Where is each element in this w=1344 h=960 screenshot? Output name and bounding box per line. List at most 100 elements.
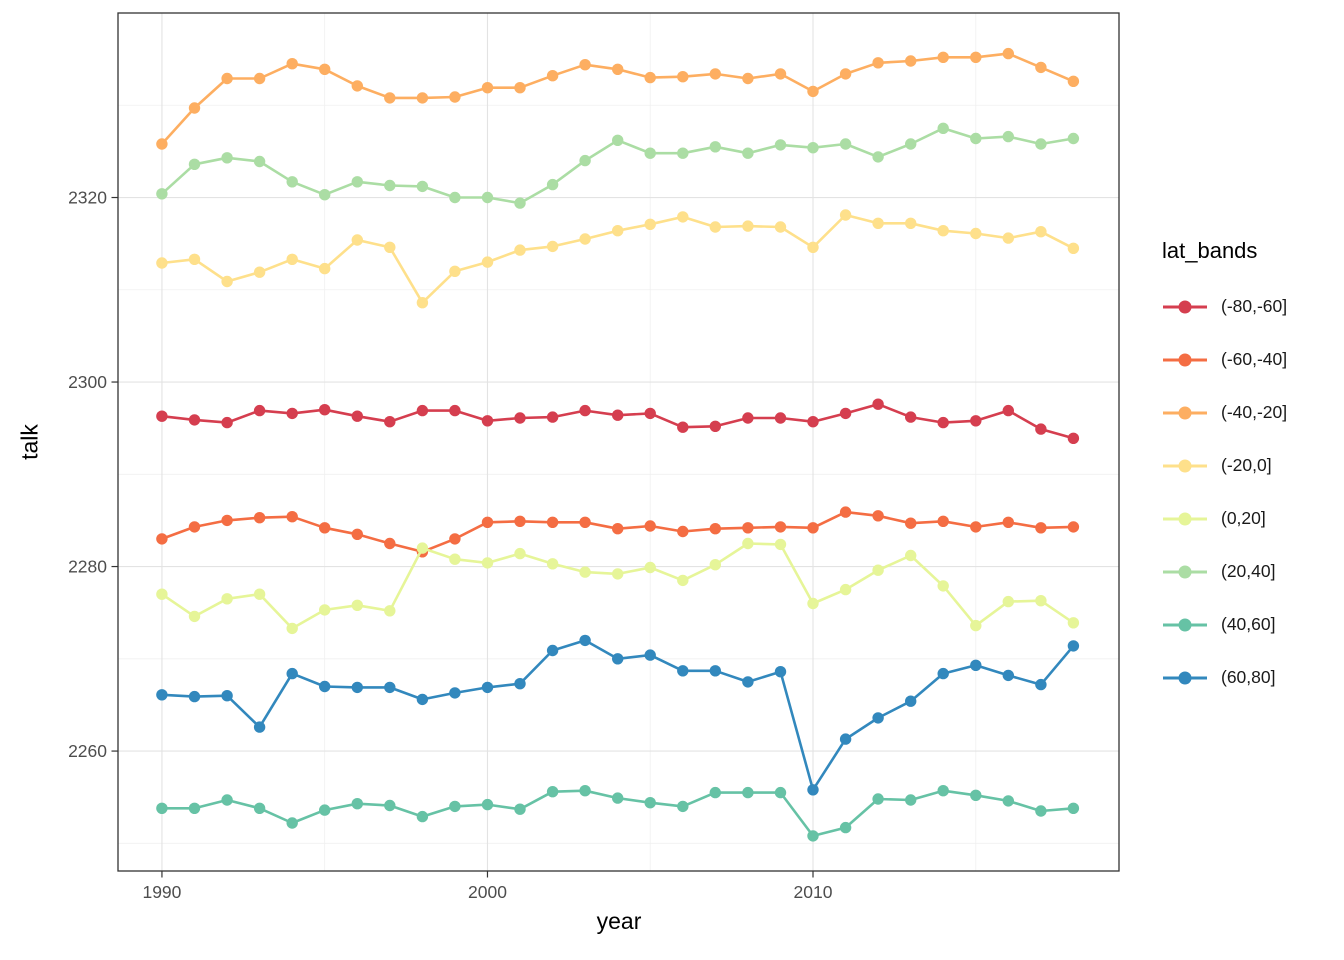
data-point [1035, 678, 1047, 691]
data-point [449, 265, 461, 277]
data-point [221, 72, 233, 85]
legend-key-dot [1178, 353, 1192, 366]
data-point [514, 803, 526, 815]
data-point [514, 197, 526, 209]
data-point [579, 785, 591, 797]
data-point [221, 416, 233, 429]
data-point [774, 68, 787, 80]
data-point [905, 517, 917, 529]
data-point [839, 733, 852, 745]
x-tick-label: 2010 [794, 882, 833, 902]
data-point [351, 80, 363, 92]
legend-key-icon [1163, 671, 1207, 684]
data-point [351, 599, 363, 611]
data-point [546, 644, 559, 657]
data-point [579, 516, 591, 528]
data-point [905, 411, 917, 423]
data-point [970, 521, 982, 533]
data-point [1002, 47, 1014, 60]
data-point [612, 409, 624, 421]
legend-item: (20,40] [1162, 545, 1287, 598]
data-point [1035, 522, 1047, 534]
data-point [481, 256, 494, 268]
data-point [416, 693, 429, 706]
data-point [253, 512, 266, 524]
data-point [449, 404, 461, 417]
data-point [644, 649, 656, 661]
data-point [1002, 130, 1014, 143]
data-point [970, 619, 982, 632]
data-point [839, 138, 852, 150]
data-point [1067, 617, 1080, 629]
data-point [1067, 432, 1080, 444]
data-point [319, 522, 331, 534]
data-point [319, 404, 331, 416]
data-point [481, 798, 494, 811]
data-point [319, 63, 331, 75]
data-point [481, 516, 494, 528]
data-point [937, 416, 949, 429]
data-point [742, 537, 754, 550]
data-point [384, 241, 396, 253]
legend-key-dot [1178, 618, 1192, 631]
data-point [416, 180, 429, 193]
data-point [416, 404, 429, 417]
data-point [612, 568, 624, 580]
data-point [156, 257, 168, 269]
data-point [839, 583, 852, 596]
data-point [1035, 805, 1047, 817]
legend-key-icon [1163, 565, 1207, 578]
data-point [872, 398, 884, 410]
data-point [970, 51, 982, 63]
legend-key-dot [1178, 671, 1192, 684]
data-point [156, 802, 168, 814]
data-point [839, 68, 852, 80]
data-point [872, 793, 884, 805]
data-point [742, 522, 754, 534]
legend-item-label: (-60,-40] [1221, 349, 1288, 369]
data-point [774, 538, 787, 551]
data-point [677, 665, 689, 677]
legend-item-label: (0,20] [1221, 508, 1266, 528]
data-point [905, 138, 917, 150]
legend-item-label: (-20,0] [1221, 455, 1272, 475]
legend-item-label: (-80,-60] [1221, 296, 1288, 316]
legend: lat_bands (-80,-60] (-60,-40] (-40,-20] (-2… [1162, 236, 1287, 704]
data-point [970, 132, 982, 145]
data-point [937, 122, 949, 134]
data-point [1035, 595, 1047, 607]
data-point [970, 659, 982, 671]
legend-key-icon [1163, 618, 1207, 631]
data-point [188, 521, 201, 533]
data-point [970, 227, 982, 240]
data-point [644, 147, 656, 159]
data-point [1002, 669, 1014, 682]
data-point [807, 597, 819, 610]
data-point [905, 55, 917, 67]
x-tick-label: 2000 [468, 882, 507, 902]
legend-item: (40,60] [1162, 598, 1287, 651]
legend-item-label: (20,40] [1221, 561, 1276, 581]
data-point [905, 217, 917, 229]
legend-key-icon [1163, 459, 1207, 472]
data-point [188, 253, 201, 265]
legend-title: lat_bands [1162, 238, 1258, 263]
data-point [612, 653, 624, 665]
data-point [774, 221, 787, 233]
data-point [839, 821, 852, 834]
data-point [677, 211, 689, 223]
data-point [709, 420, 721, 432]
data-point [384, 605, 396, 617]
data-point [546, 411, 559, 423]
data-point [221, 152, 233, 164]
legend-items: (-80,-60] (-60,-40] (-40,-20] (-20,0] (0,20]… [1162, 280, 1287, 704]
data-point [774, 412, 787, 424]
data-point [644, 218, 656, 230]
data-point [253, 588, 266, 600]
data-point [416, 297, 429, 309]
data-point [677, 147, 689, 159]
data-point [839, 407, 852, 420]
data-point [188, 158, 201, 170]
legend-item-label: (60,80] [1221, 667, 1276, 687]
